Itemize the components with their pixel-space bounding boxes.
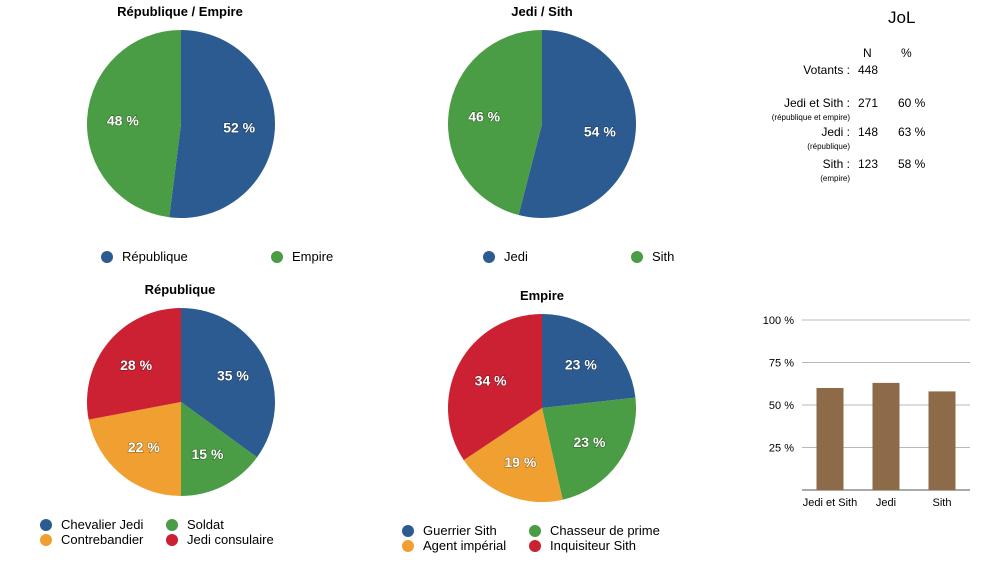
legend-item: Soldat <box>166 517 224 532</box>
pie-slice-label: 19 % <box>504 454 536 470</box>
legend-item: République <box>101 249 188 264</box>
x-tick-label: Sith <box>933 497 952 509</box>
legend-dot <box>40 534 52 546</box>
legend-dot <box>402 540 414 552</box>
legend-item: Contrebandier <box>40 532 143 547</box>
pie-slice-label: 23 % <box>565 357 597 373</box>
legend-dot <box>402 525 414 537</box>
pie-slice-soldat <box>181 402 258 496</box>
pie-slice-sith <box>448 30 542 216</box>
pie-slice-label: 22 % <box>128 439 160 455</box>
legend-item: Chasseur de prime <box>529 523 660 538</box>
legend-dot <box>40 519 52 531</box>
row-n: 148 <box>858 125 879 139</box>
legend-label: Chasseur de prime <box>550 523 660 538</box>
pie-slice-inquisiteur-sith <box>448 314 542 461</box>
bar-jedi-et-sith <box>816 388 844 490</box>
row-pct: 63 % <box>898 125 926 139</box>
row-label: Jedi et Sith : <box>783 96 850 110</box>
legend-dot <box>631 251 643 263</box>
legend-label: Inquisiteur Sith <box>550 538 636 553</box>
x-tick-label: Jedi et Sith <box>803 497 857 509</box>
legend-item: Inquisiteur Sith <box>529 538 636 553</box>
chart-title-jedi-sith: Jedi / Sith <box>511 4 573 19</box>
legend-dot <box>271 251 283 263</box>
legend-item: Jedi <box>483 249 528 264</box>
y-tick-label: 75 % <box>769 358 794 370</box>
legend-label: Guerrier Sith <box>423 523 497 538</box>
legend-dot <box>166 534 178 546</box>
jol-stats-table: N % Votants : 448 Jedi et Sith : (républ… <box>0 0 993 200</box>
row-n: 271 <box>858 96 879 110</box>
votants-label: Votants : <box>803 63 850 77</box>
legend-dot <box>529 525 541 537</box>
row-sublabel: (empire) <box>820 174 850 183</box>
bar-sith <box>928 391 956 490</box>
legend-label: Empire <box>292 249 334 264</box>
pie-slice-jedi <box>518 30 636 218</box>
bar-chart-jol: 25 % 50 % 75 % 100 % Jedi et Sith Jedi Sith <box>763 315 970 509</box>
legend-label: Jedi consulaire <box>187 532 274 547</box>
pie-slice-label: 54 % <box>584 123 616 139</box>
pie-chart-jedi-sith: 54 % 46 % <box>448 30 636 218</box>
legend-dot <box>101 251 113 263</box>
y-tick-label: 100 % <box>763 315 794 327</box>
y-tick-label: 50 % <box>769 400 794 412</box>
pie-slice-label: 23 % <box>574 434 606 450</box>
col-header-pct: % <box>901 46 912 60</box>
pie-slice-contrebandier <box>88 402 181 496</box>
pie-slice-label: 52 % <box>223 120 255 136</box>
legend-label: Agent impérial <box>423 538 507 553</box>
pie-chart-republique-empire: 52 % 48 % <box>87 30 275 218</box>
bar-jedi <box>872 382 900 490</box>
pie-slice-empire <box>87 30 181 218</box>
pie-slice-chevalier-jedi <box>181 308 275 458</box>
pie-slice-république <box>169 30 275 218</box>
legend-item: Agent impérial <box>402 538 506 553</box>
row-sublabel: (république) <box>807 142 850 151</box>
pie-slice-label: 34 % <box>475 372 507 388</box>
pie-slice-chasseur-de-prime <box>542 397 636 500</box>
jol-title: JoL <box>888 8 916 27</box>
x-tick-label: Jedi <box>876 497 896 509</box>
legend-label: Sith <box>652 249 675 264</box>
y-tick-label: 25 % <box>769 443 794 455</box>
pie-slice-guerrier-sith <box>542 314 636 408</box>
pie-chart-republique: 35 % 15 % 22 % 28 % <box>87 308 275 496</box>
row-label: Sith : <box>822 157 850 171</box>
legend-label: Chevalier Jedi <box>61 517 144 532</box>
row-pct: 58 % <box>898 157 926 171</box>
legend-item: Chevalier Jedi <box>40 517 143 532</box>
row-pct: 60 % <box>898 96 926 110</box>
legend-item: Sith <box>631 249 674 264</box>
votants-n: 448 <box>858 63 879 77</box>
pie-slice-label: 35 % <box>217 368 249 384</box>
pie-slice-label: 46 % <box>468 109 500 125</box>
row-n: 123 <box>858 157 879 171</box>
legend-dot <box>529 540 541 552</box>
pie-slice-jedi-consulaire <box>87 308 181 420</box>
chart-title-republique-empire: République / Empire <box>117 4 243 19</box>
pie-slice-agent-impérial <box>463 408 563 502</box>
legend-label: République <box>122 249 188 264</box>
pie-slice-label: 28 % <box>120 357 152 373</box>
row-label: Jedi : <box>821 125 850 139</box>
legend-label: Jedi <box>504 249 528 264</box>
legend-label: Contrebandier <box>61 532 144 547</box>
pie-slice-label: 48 % <box>107 112 139 128</box>
col-header-n: N <box>863 46 872 60</box>
legend-item: Jedi consulaire <box>166 532 274 547</box>
pie-slice-label: 15 % <box>191 446 223 462</box>
chart-title-republique: République <box>144 282 216 297</box>
legend-dot <box>483 251 495 263</box>
row-sublabel: (république et empire) <box>771 113 850 122</box>
legend-label: Soldat <box>187 517 224 532</box>
legend-dot <box>166 519 178 531</box>
chart-title-empire: Empire <box>519 288 565 303</box>
legend-item: Guerrier Sith <box>402 523 497 538</box>
legend-item: Empire <box>271 249 333 264</box>
pie-chart-empire: 23 % 23 % 19 % 34 % <box>448 314 636 502</box>
